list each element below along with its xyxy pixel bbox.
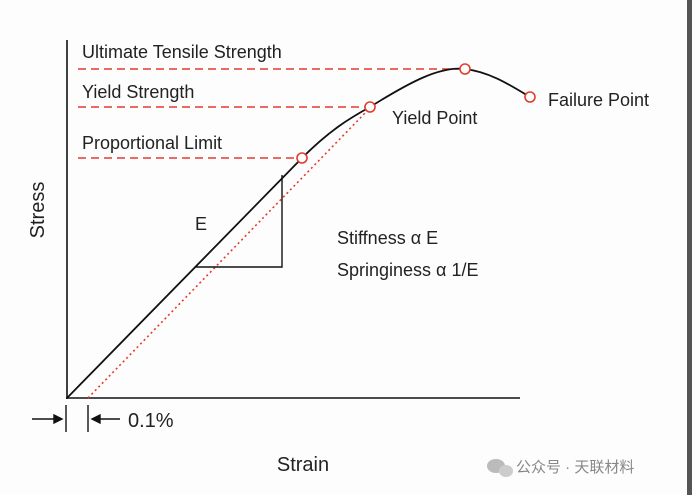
failure-point-label: Failure Point (548, 90, 649, 110)
modulus-label: E (195, 214, 207, 234)
proportional-label: Proportional Limit (82, 133, 222, 153)
edge (687, 0, 692, 495)
offset-marker (32, 405, 120, 432)
markers (296, 63, 536, 164)
yield-point-label: Yield Point (392, 108, 477, 128)
stiffness-note: Stiffness α E (337, 228, 438, 248)
slope-triangle (195, 175, 283, 268)
axes (66, 40, 520, 399)
offset-label: 0.1% (128, 410, 174, 432)
level-lines (78, 68, 460, 159)
x-axis-label: Strain (277, 454, 329, 476)
springiness-note: Springiness α 1/E (337, 260, 478, 280)
watermark-icon (487, 459, 513, 477)
uts-label: Ultimate Tensile Strength (82, 42, 282, 62)
watermark: 公众号 · 天联材料 (516, 459, 634, 476)
yield-strength-label: Yield Strength (82, 82, 194, 102)
stress-strain-curve (66, 67, 531, 399)
y-axis-label: Stress (27, 182, 49, 239)
offset-line (87, 109, 369, 399)
